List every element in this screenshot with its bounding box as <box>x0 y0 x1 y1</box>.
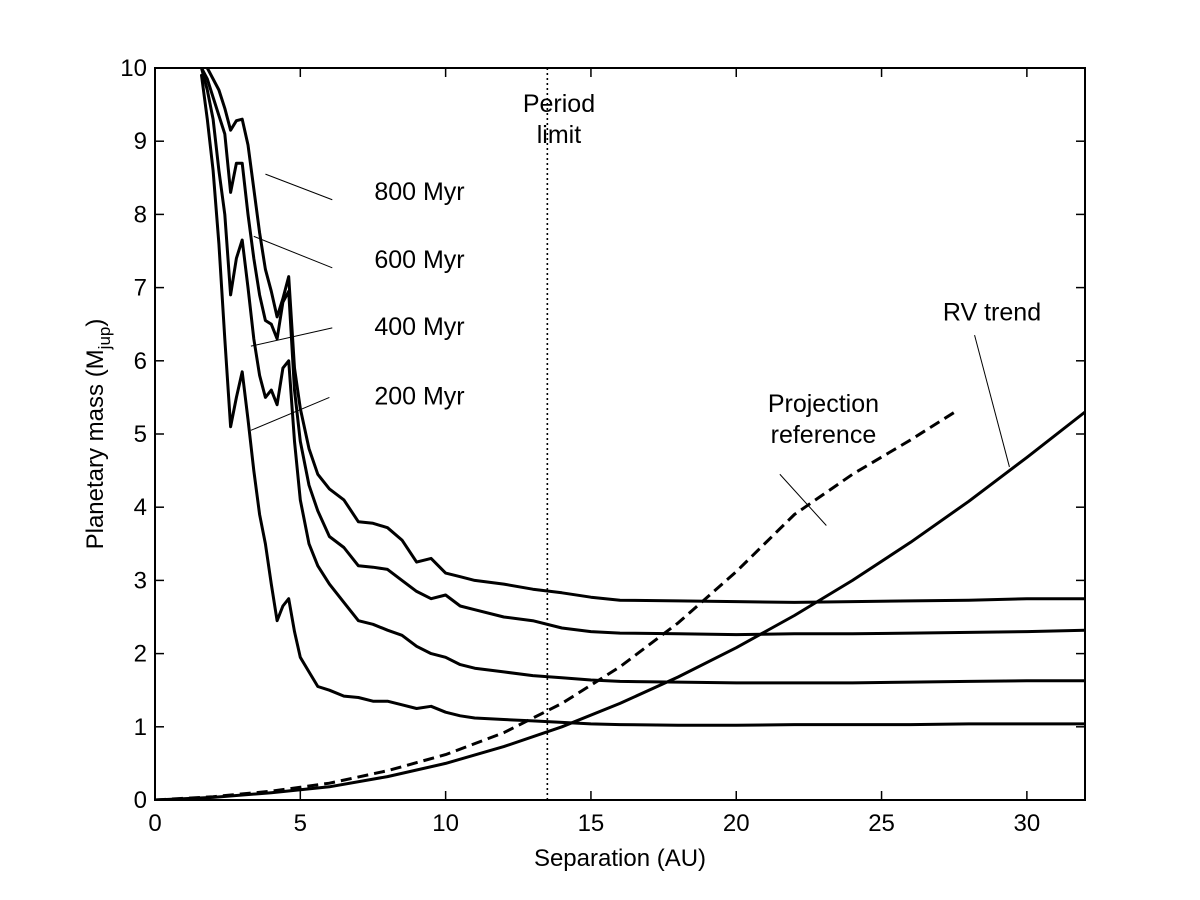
x-tick-label: 0 <box>148 810 161 837</box>
y-tick-label: 1 <box>134 714 147 741</box>
series-line-200-myr <box>200 73 1085 727</box>
y-tick-label: 7 <box>134 275 147 302</box>
x-tick-label: 15 <box>578 810 605 837</box>
y-tick-label: 2 <box>134 641 147 668</box>
400-myr-label-line: 400 Myr <box>374 313 464 341</box>
y-tick-label: 10 <box>120 55 147 82</box>
200-myr-label: 200 Myr <box>374 383 464 411</box>
series-line-projection-reference <box>155 409 958 800</box>
y-axis-label-sub: jup <box>95 327 114 351</box>
period-limit-label-line: Period <box>523 90 595 118</box>
projection-reference-label-line: Projection <box>768 390 879 418</box>
rv-trend-label-line: RV trend <box>943 299 1041 327</box>
series-line-rv-trend <box>155 410 1085 800</box>
800-myr-leader <box>265 173 333 201</box>
projection-reference-label-line: reference <box>771 421 877 449</box>
800-myr-label-line: 800 Myr <box>374 178 464 206</box>
projection-reference-label: Projection reference <box>768 390 879 449</box>
period-limit-label: Period limit <box>523 90 595 149</box>
y-tick-label: 3 <box>134 567 147 594</box>
y-tick-label: 9 <box>134 128 147 155</box>
y-axis-label-main: Planetary mass (M <box>82 349 109 549</box>
series-line-800-myr <box>205 68 1085 604</box>
plot-area <box>155 68 1085 800</box>
series-line-600-myr <box>200 68 1085 637</box>
x-tick-label: 10 <box>432 810 459 837</box>
period-limit-label-line: limit <box>537 121 581 149</box>
rv-trend-label: RV trend <box>943 299 1041 327</box>
600-myr-label-line: 600 Myr <box>374 246 464 274</box>
annotations: Period limit 800 Myr 600 Myr 400 Myr 200 Myr R… <box>250 90 1041 526</box>
800-myr-label: 800 Myr <box>374 178 464 206</box>
projection-reference-leader <box>779 473 827 526</box>
400-myr-leader <box>250 327 333 347</box>
x-tick-label: 20 <box>723 810 750 837</box>
y-axis-label-end: ) <box>82 319 109 327</box>
y-tick-label: 0 <box>134 787 147 814</box>
plot-layer <box>155 68 1085 800</box>
x-axis-label: Separation (AU) <box>534 845 706 872</box>
400-myr-label: 400 Myr <box>374 313 464 341</box>
y-tick-label: 4 <box>134 494 147 521</box>
axis-ticks: 0 5 10 15 20 25 30 0 1 2 3 4 5 6 7 8 9 10 <box>120 55 1085 837</box>
rv-trend-leader <box>974 335 1010 468</box>
600-myr-label: 600 Myr <box>374 246 464 274</box>
y-axis-label: Planetary mass (Mjup) <box>82 319 114 550</box>
600-myr-leader <box>253 235 333 269</box>
200-myr-leader <box>250 396 330 431</box>
y-tick-label: 5 <box>134 421 147 448</box>
x-tick-label: 25 <box>868 810 895 837</box>
x-tick-label: 30 <box>1014 810 1041 837</box>
y-tick-label: 6 <box>134 348 147 375</box>
y-tick-label: 8 <box>134 201 147 228</box>
200-myr-label-line: 200 Myr <box>374 383 464 411</box>
x-tick-label: 5 <box>294 810 307 837</box>
